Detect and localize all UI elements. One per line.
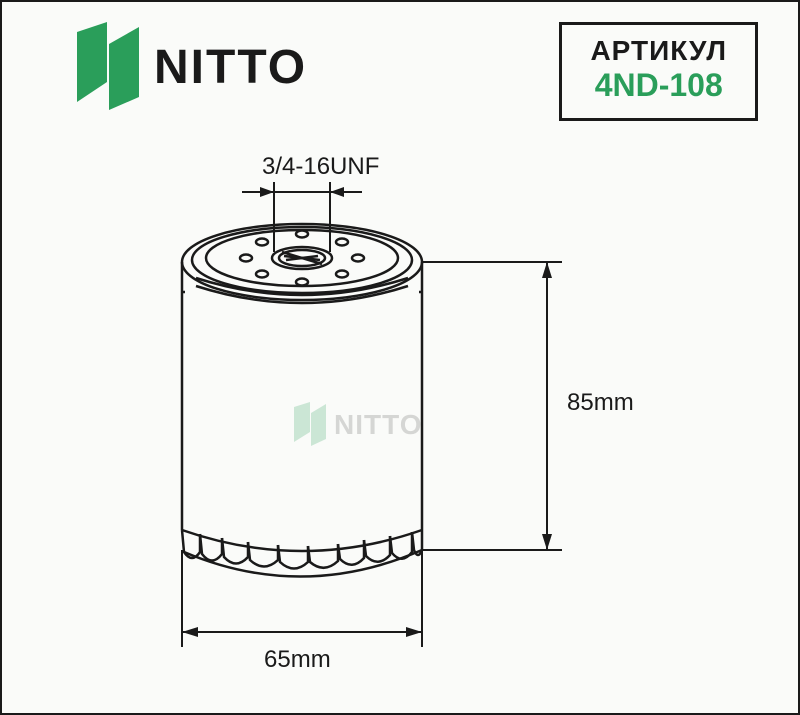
- filter-diagram: 3/4-16UNF 85mm 65mm: [2, 152, 800, 712]
- article-box: АРТИКУЛ 4ND-108: [559, 22, 758, 121]
- article-label: АРТИКУЛ: [590, 35, 727, 67]
- thread-dim-label: 3/4-16UNF: [262, 153, 379, 180]
- nitto-logo-icon: [72, 22, 142, 112]
- brand-logo: NITTO: [72, 22, 307, 112]
- diameter-dim-label: 65mm: [264, 646, 331, 673]
- article-value: 4ND-108: [590, 67, 727, 104]
- brand-name: NITTO: [154, 40, 307, 95]
- height-dim-label: 85mm: [567, 389, 634, 416]
- drawing-frame: NITTO АРТИКУЛ 4ND-108 NITTO: [0, 0, 800, 715]
